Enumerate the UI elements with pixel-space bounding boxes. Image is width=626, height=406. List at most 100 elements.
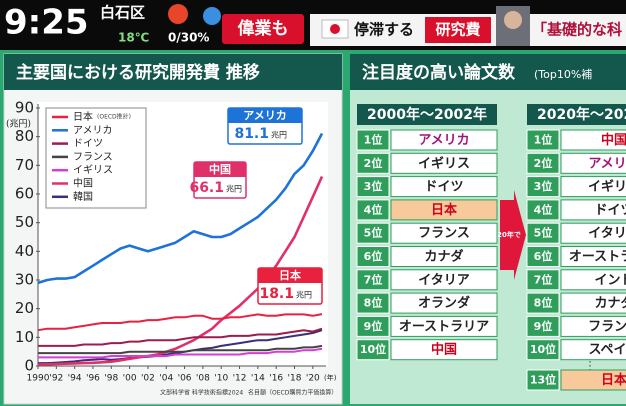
headline: 停滞する	[354, 21, 414, 39]
series-line	[37, 313, 323, 332]
country-box	[390, 199, 498, 221]
country-box	[560, 129, 626, 151]
period-header	[527, 104, 626, 125]
rank-box	[526, 152, 560, 174]
clock: 9:25	[4, 3, 89, 43]
rank-box	[356, 222, 390, 244]
country-box	[390, 222, 498, 244]
country-box	[560, 269, 626, 291]
country-box	[390, 269, 498, 291]
rank-box	[526, 129, 560, 151]
rank: 13位	[530, 373, 556, 387]
y-tick-label: 50	[15, 213, 34, 231]
country-box	[390, 339, 498, 361]
country: インド	[594, 273, 626, 288]
y-tick-label: 10	[15, 328, 34, 346]
y-tick-label: 90	[15, 99, 34, 117]
country: オーストラリア	[569, 250, 626, 265]
country-box	[560, 222, 626, 244]
annotation-value: 18.1	[259, 286, 294, 302]
country-box	[390, 176, 498, 198]
legend-label: イギリス	[73, 164, 113, 176]
rank-box	[526, 269, 560, 291]
annotation-label: 中国	[209, 162, 231, 176]
country: カナダ	[424, 249, 463, 265]
rank: 2位	[534, 156, 553, 170]
weather-icon	[203, 7, 221, 25]
y-tick-label: 0	[24, 357, 34, 375]
country-box	[390, 315, 498, 337]
headline-box	[425, 17, 491, 43]
country: フランス	[588, 319, 626, 334]
chart-header	[4, 54, 342, 90]
x-tick-label: '96	[86, 374, 100, 384]
rank-box	[356, 199, 390, 221]
x-tick-label: '98	[104, 374, 118, 384]
country-box	[390, 292, 498, 314]
y-tick-label: 60	[15, 185, 34, 203]
rank: 8位	[364, 296, 383, 310]
country-box	[560, 369, 626, 391]
rank-box	[526, 292, 560, 314]
x-tick-label: '18	[288, 374, 302, 384]
country-box	[390, 129, 498, 151]
annotation-value: 81.1	[234, 126, 269, 142]
x-axis-label: (年)	[324, 373, 337, 382]
chart: (兆円) (年) 0 10 20 30 40 50 60 70 80 90 1990'92 '94 '96 '…	[6, 99, 337, 397]
rank: 1位	[534, 133, 553, 147]
series-line	[38, 347, 323, 359]
arrow-label: 20年で	[497, 230, 521, 239]
annotation-head	[228, 108, 302, 123]
temperature: 18℃	[118, 31, 149, 45]
rank: 2位	[364, 156, 383, 170]
annotation-unit: 兆円	[296, 290, 312, 300]
source-note: 名目額（OECD購買力平価換算）	[248, 389, 337, 397]
country: アメリカ	[418, 133, 469, 148]
country-box	[560, 246, 626, 267]
y-axis-label: (兆円)	[6, 119, 31, 130]
x-tick-label: '94	[68, 374, 82, 384]
rank: 5位	[534, 226, 553, 240]
rank-box	[356, 152, 390, 174]
rank: 8位	[534, 296, 553, 310]
period: 2000年〜2002年	[367, 106, 487, 123]
country-box	[560, 315, 626, 337]
rank-box	[356, 292, 390, 314]
annotation-unit: 兆円	[271, 130, 287, 140]
area: 白石区	[100, 4, 145, 22]
annotation-value: 66.1	[189, 180, 224, 196]
country-box	[560, 292, 626, 314]
series-line	[38, 344, 323, 355]
flag-disc	[330, 24, 340, 34]
legend-label: アメリカ	[73, 124, 113, 136]
rank-box	[356, 269, 390, 291]
rank: 9位	[534, 319, 553, 333]
series-line	[38, 327, 323, 347]
rank-box	[526, 369, 560, 391]
rank-box	[356, 176, 390, 198]
arrow	[500, 190, 526, 280]
rank-box	[356, 339, 390, 361]
rank: 6位	[364, 249, 383, 263]
rank-box	[526, 176, 560, 198]
headline: 「基礎的な科	[532, 21, 622, 39]
country: 日本	[431, 202, 457, 218]
legend-label: 韓国	[73, 191, 93, 203]
country-box	[560, 339, 626, 361]
rank-box	[356, 315, 390, 337]
rank-box	[356, 246, 390, 267]
legend-label: ドイツ	[73, 139, 103, 150]
rank: 3位	[364, 179, 383, 193]
rank: 10位	[530, 342, 556, 356]
x-tick-label: '92	[49, 374, 63, 384]
chart-title: 主要国における研究開発費 推移	[16, 62, 260, 83]
annotation-label: アメリカ	[243, 109, 286, 122]
x-tick-label: '20	[306, 374, 320, 384]
annotation-head	[194, 162, 246, 177]
country: フランス	[418, 226, 470, 241]
country: アメリカ	[588, 156, 626, 171]
tag-box	[222, 14, 304, 44]
country-box	[390, 246, 498, 267]
rank: 3位	[534, 179, 553, 193]
